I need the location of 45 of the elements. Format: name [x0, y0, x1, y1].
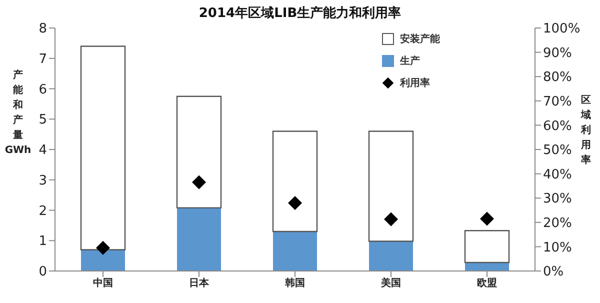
- y2-tick-label: 10%: [543, 240, 572, 256]
- point: [384, 212, 398, 226]
- y2-tick-label: 50%: [543, 143, 572, 158]
- bar: [369, 241, 413, 271]
- y-tick-label: 1: [38, 234, 47, 250]
- y-tick-label: 0: [38, 264, 47, 280]
- legend-label: 利用率: [400, 76, 430, 90]
- y-tick-label: 7: [38, 52, 47, 67]
- y2-tick-label: 60%: [543, 118, 572, 134]
- y2-tick-label: 0%: [543, 264, 564, 280]
- bar: [177, 208, 221, 271]
- bar: [464, 230, 510, 264]
- y-tick-label: 2: [38, 204, 47, 219]
- y2-tick-label: 90%: [543, 46, 572, 61]
- bar: [368, 130, 414, 242]
- y-tick-label: 8: [38, 22, 47, 37]
- legend-label: 安装产能: [400, 32, 440, 46]
- chart-title: 2014年区域LIB生产能力和利用率: [198, 4, 402, 22]
- x-tick-label: 欧盟: [477, 277, 497, 290]
- y-axis-title: 产能和产量GWh: [4, 69, 32, 156]
- bar: [273, 232, 317, 271]
- y2-tick-label: 100%: [543, 22, 580, 37]
- y-tick-label: 3: [38, 173, 47, 188]
- bar: [176, 96, 222, 208]
- y2-tick-label: 80%: [543, 70, 572, 86]
- y2-tick-label: 70%: [543, 94, 572, 110]
- x-tick-label: 韩国: [284, 277, 305, 290]
- x-tick-label: 日本: [189, 277, 210, 290]
- y2-tick-label: 20%: [543, 216, 572, 232]
- point: [480, 212, 494, 226]
- y2-tick-label: 30%: [543, 192, 572, 207]
- point: [288, 196, 302, 210]
- bar: [80, 46, 126, 250]
- y-tick-label: 6: [38, 82, 47, 98]
- y2-tick-label: 40%: [543, 167, 572, 182]
- x-tick-label: 美国: [380, 277, 401, 290]
- legend-label: 生产: [400, 54, 420, 68]
- y2-axis-title: 区域利用率: [580, 94, 591, 166]
- bar: [81, 250, 125, 271]
- point: [96, 240, 110, 255]
- y-tick-label: 5: [38, 112, 47, 128]
- point: [192, 175, 206, 190]
- y-tick-label: 4: [38, 143, 47, 158]
- x-tick-label: 中国: [93, 277, 113, 290]
- bar: [272, 130, 318, 232]
